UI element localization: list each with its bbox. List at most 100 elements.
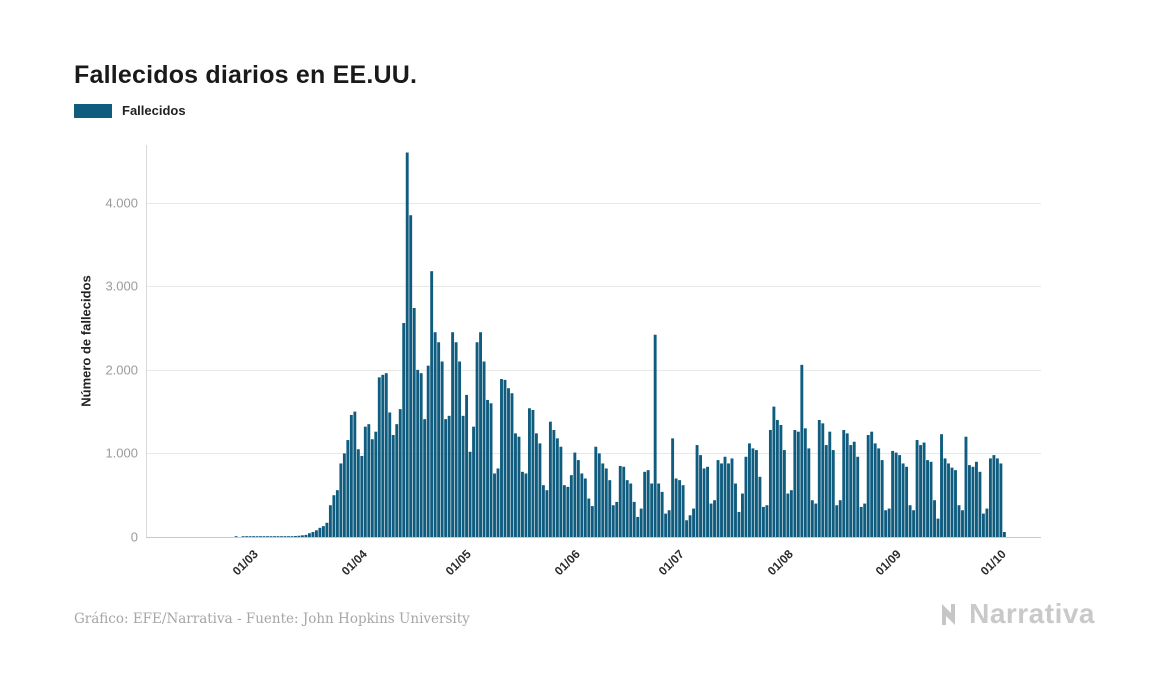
bar[interactable] xyxy=(280,536,283,537)
bar[interactable] xyxy=(611,505,615,537)
bar[interactable] xyxy=(936,518,940,537)
bar[interactable] xyxy=(562,485,566,537)
bar[interactable] xyxy=(968,465,971,537)
bar[interactable] xyxy=(807,448,811,537)
bar[interactable] xyxy=(964,436,968,537)
bar[interactable] xyxy=(255,536,259,537)
bar[interactable] xyxy=(301,535,304,537)
bar[interactable] xyxy=(419,373,423,537)
bar[interactable] xyxy=(688,515,692,537)
bar[interactable] xyxy=(940,434,943,537)
bar[interactable] xyxy=(926,460,929,537)
bar[interactable] xyxy=(947,463,950,537)
bar[interactable] xyxy=(622,466,626,537)
bar[interactable] xyxy=(660,491,664,537)
bar[interactable] xyxy=(981,513,985,537)
bar[interactable] xyxy=(933,500,936,537)
bar[interactable] xyxy=(465,394,469,537)
bar[interactable] xyxy=(618,465,622,537)
bar[interactable] xyxy=(461,415,465,537)
bar[interactable] xyxy=(318,527,322,537)
bar[interactable] xyxy=(524,473,528,537)
bar[interactable] xyxy=(775,419,779,537)
bar[interactable] xyxy=(761,506,765,537)
bar[interactable] xyxy=(597,453,601,537)
bar[interactable] xyxy=(604,468,608,537)
bar[interactable] xyxy=(898,455,902,537)
bar[interactable] xyxy=(975,461,978,537)
bar[interactable] xyxy=(891,450,895,537)
bar[interactable] xyxy=(587,498,591,537)
bar[interactable] xyxy=(594,446,598,537)
bar[interactable] xyxy=(713,500,716,537)
bar[interactable] xyxy=(852,441,856,537)
bar[interactable] xyxy=(430,271,434,537)
bar[interactable] xyxy=(838,500,842,537)
bar[interactable] xyxy=(887,508,891,537)
bar[interactable] xyxy=(332,495,336,537)
bar[interactable] xyxy=(479,332,482,537)
bar[interactable] xyxy=(849,445,853,537)
bar[interactable] xyxy=(402,323,406,537)
bar[interactable] xyxy=(674,478,678,537)
bar[interactable] xyxy=(314,530,318,537)
bar[interactable] xyxy=(954,470,957,537)
bar[interactable] xyxy=(384,373,388,537)
bar[interactable] xyxy=(234,536,238,537)
bar[interactable] xyxy=(475,342,479,537)
bar[interactable] xyxy=(266,536,269,537)
bar[interactable] xyxy=(629,483,633,537)
bar[interactable] xyxy=(489,403,493,537)
bar[interactable] xyxy=(803,428,807,537)
bar[interactable] xyxy=(748,443,751,537)
bar[interactable] xyxy=(961,510,964,537)
bar[interactable] xyxy=(831,450,835,537)
bar[interactable] xyxy=(664,513,668,537)
bar[interactable] xyxy=(409,215,413,537)
bar[interactable] xyxy=(992,455,996,537)
bar[interactable] xyxy=(772,406,776,537)
bar[interactable] xyxy=(842,430,846,537)
bar[interactable] xyxy=(555,438,559,537)
bar[interactable] xyxy=(573,452,577,537)
bar[interactable] xyxy=(367,424,371,537)
bar[interactable] xyxy=(632,501,636,537)
bar[interactable] xyxy=(342,453,346,537)
bar[interactable] xyxy=(985,508,989,537)
bar[interactable] xyxy=(796,431,800,537)
bar[interactable] xyxy=(325,522,329,537)
bar[interactable] xyxy=(276,536,280,537)
bar[interactable] xyxy=(290,536,294,537)
bar[interactable] xyxy=(765,505,769,537)
bar[interactable] xyxy=(248,536,252,537)
bar[interactable] xyxy=(273,536,276,537)
bar[interactable] xyxy=(405,152,409,537)
bar[interactable] xyxy=(426,365,430,537)
bar[interactable] xyxy=(650,483,654,537)
bar[interactable] xyxy=(458,361,462,537)
bar[interactable] xyxy=(423,419,427,537)
bar[interactable] xyxy=(552,430,556,537)
bar[interactable] xyxy=(346,440,350,537)
bar[interactable] xyxy=(353,411,357,537)
bar[interactable] xyxy=(245,536,249,537)
bar[interactable] xyxy=(894,452,898,537)
bar[interactable] xyxy=(978,471,982,537)
bar[interactable] xyxy=(908,505,912,537)
bar[interactable] xyxy=(884,510,888,537)
bar[interactable] xyxy=(912,510,916,537)
bar[interactable] xyxy=(653,334,657,537)
bar[interactable] xyxy=(363,426,367,537)
bar[interactable] xyxy=(374,431,378,537)
bar[interactable] xyxy=(646,470,650,537)
bar[interactable] xyxy=(503,379,507,537)
bar[interactable] xyxy=(786,493,790,537)
bar[interactable] xyxy=(283,536,287,537)
bar[interactable] xyxy=(412,307,416,537)
bar[interactable] xyxy=(824,445,828,537)
bar[interactable] xyxy=(639,508,643,537)
bar[interactable] xyxy=(681,485,685,537)
bar[interactable] xyxy=(793,430,797,537)
bar-chart-plot-area[interactable] xyxy=(146,145,1041,538)
bar[interactable] xyxy=(583,478,587,537)
